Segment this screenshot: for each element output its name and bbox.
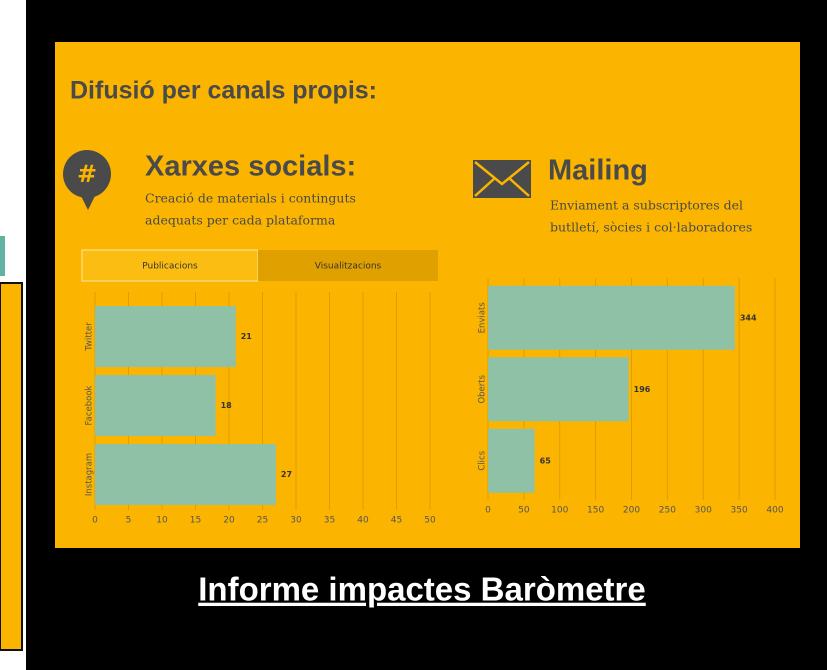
- bar: [95, 375, 216, 436]
- value-label: 196: [634, 385, 651, 394]
- x-tick-label: 200: [623, 506, 640, 516]
- category-label: Clics: [478, 450, 488, 470]
- tab-label[interactable]: Visualitzacions: [315, 262, 382, 272]
- side-panel: [0, 282, 23, 651]
- section-title: Mailing: [548, 155, 648, 187]
- x-tick-label: 350: [731, 506, 748, 516]
- category-label: Enviats: [478, 302, 488, 334]
- x-tick-label: 35: [324, 516, 335, 526]
- category-label: Facebook: [85, 385, 95, 425]
- x-tick-label: 0: [485, 506, 491, 516]
- section-description: butlletí, sòcies i col·laboradores: [550, 220, 752, 235]
- value-label: 21: [241, 332, 253, 341]
- x-tick-label: 150: [587, 506, 604, 516]
- bar: [95, 306, 236, 367]
- category-label: Oberts: [478, 374, 488, 403]
- x-tick-label: 20: [223, 516, 235, 526]
- value-label: 65: [540, 456, 552, 465]
- section-description: Creació de materials i continguts: [145, 191, 356, 206]
- heading: Difusió per canals propis:: [70, 77, 377, 105]
- x-tick-label: 10: [156, 516, 168, 526]
- x-tick-label: 25: [257, 516, 268, 526]
- x-tick-label: 250: [659, 506, 676, 516]
- x-tick-label: 40: [357, 516, 369, 526]
- x-tick-label: 50: [424, 516, 436, 526]
- x-tick-label: 0: [92, 516, 98, 526]
- section-description: Enviament a subscriptores del: [550, 198, 743, 213]
- side-accent: [0, 236, 5, 276]
- x-tick-label: 5: [126, 516, 132, 526]
- bar: [488, 285, 735, 350]
- bar: [95, 444, 276, 505]
- x-tick-label: 400: [766, 506, 783, 516]
- chat-icon: #: [63, 150, 111, 210]
- x-tick-label: 300: [695, 506, 712, 516]
- report-link[interactable]: Informe impactes Baròmetre: [198, 571, 645, 608]
- mail-icon: [473, 160, 531, 198]
- x-tick-label: 30: [290, 516, 302, 526]
- x-tick-label: 50: [518, 506, 530, 516]
- value-label: 27: [281, 470, 292, 479]
- section-description: adequats per cada plataforma: [145, 213, 336, 228]
- bar: [488, 357, 629, 422]
- value-label: 344: [740, 313, 757, 322]
- category-label: Twitter: [85, 322, 95, 352]
- x-tick-label: 45: [391, 516, 402, 526]
- x-tick-label: 15: [190, 516, 201, 526]
- x-tick-label: 100: [551, 506, 568, 516]
- tab[interactable]: [258, 250, 438, 281]
- bar: [488, 428, 535, 493]
- svg-text:#: #: [77, 160, 97, 188]
- value-label: 18: [221, 401, 233, 410]
- tab-label[interactable]: Publicacions: [142, 262, 198, 272]
- category-label: Instagram: [85, 453, 95, 496]
- section-title: Xarxes socials:: [145, 151, 356, 183]
